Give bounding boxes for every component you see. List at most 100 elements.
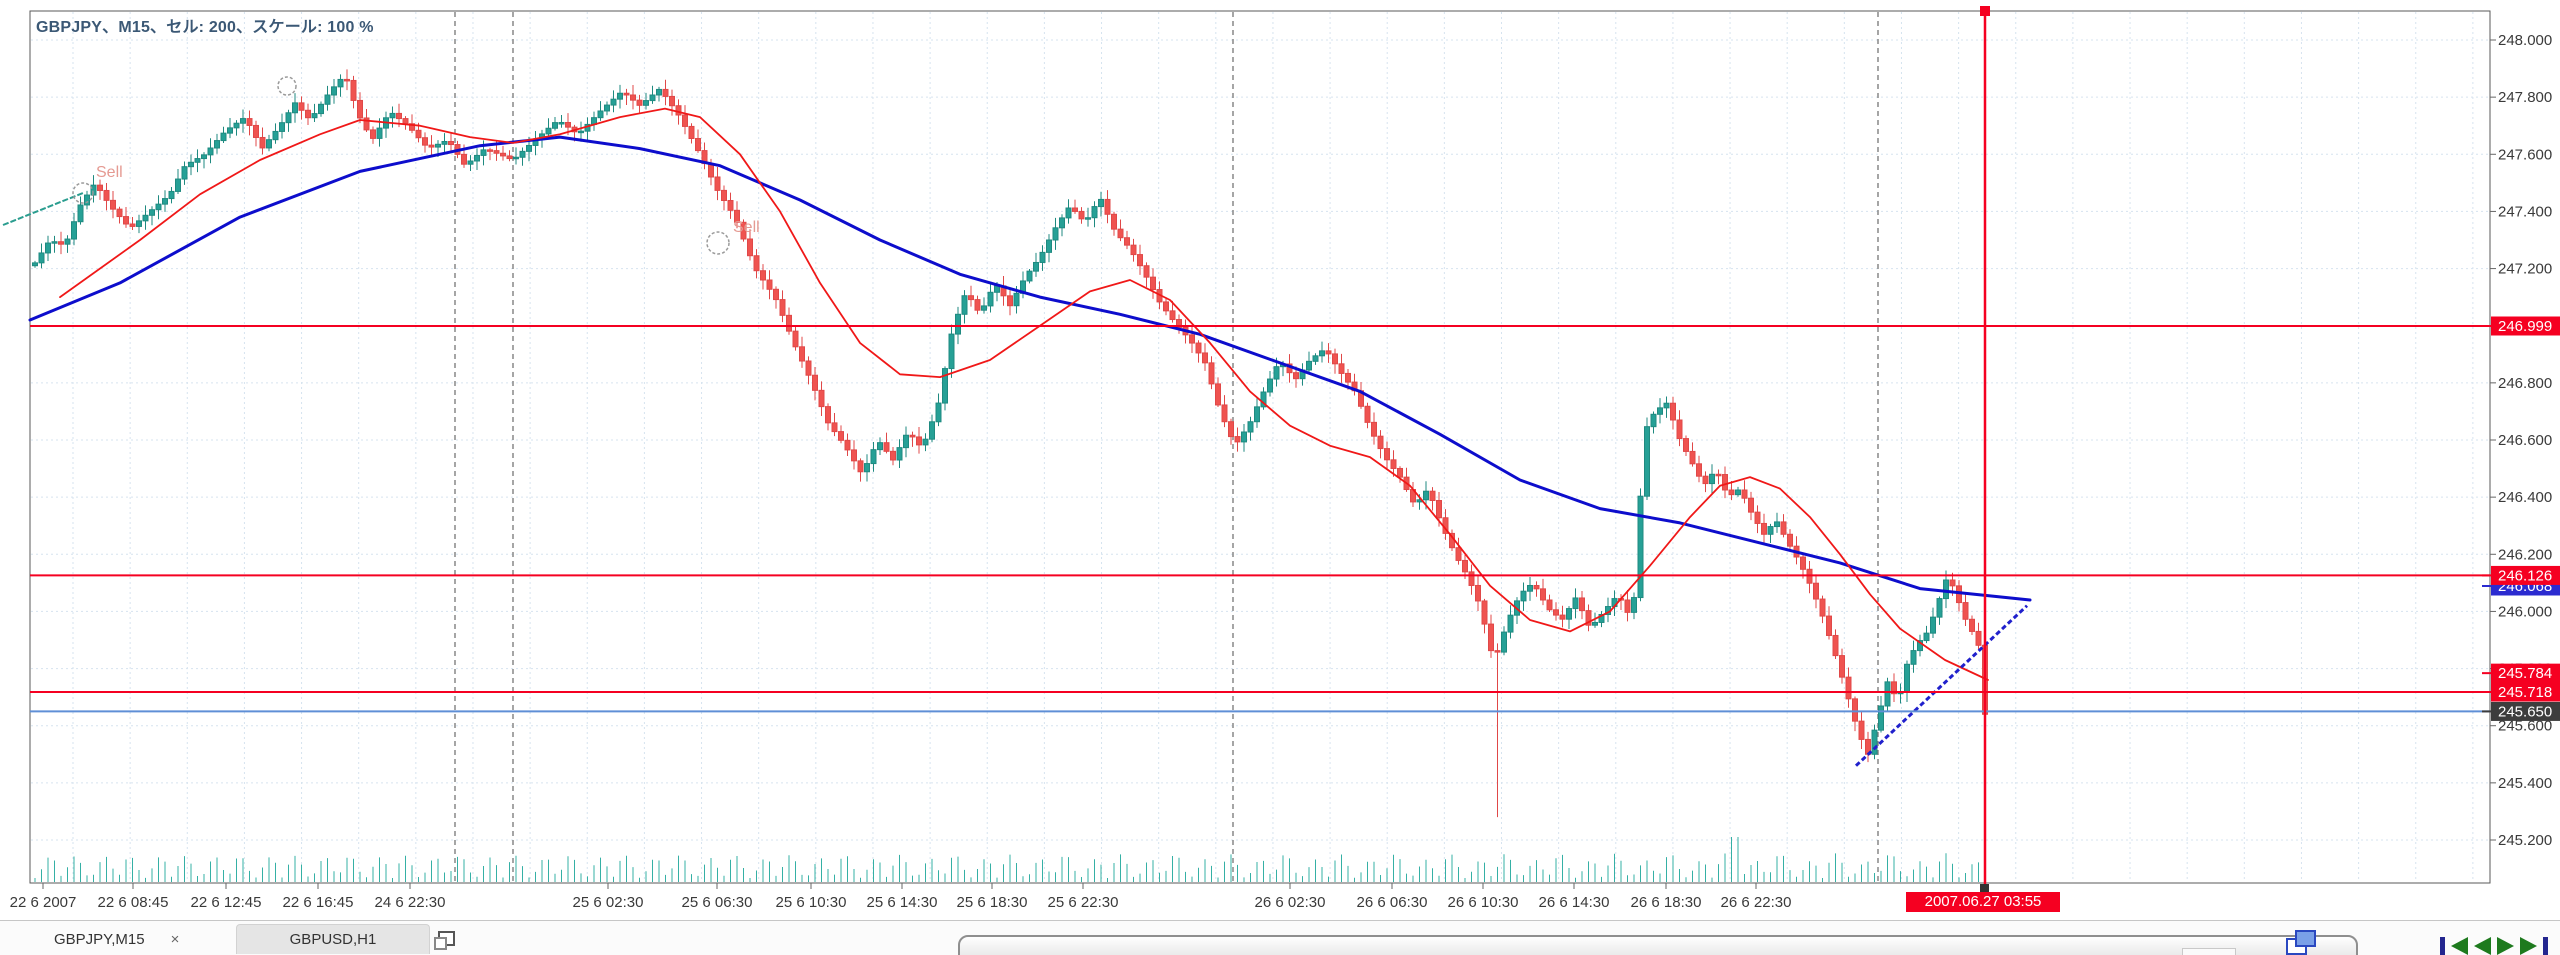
tab-gbpjpy-m15[interactable]: GBPJPY,M15 × (54, 927, 224, 955)
candle-body (1143, 265, 1150, 278)
candle-body (233, 122, 240, 129)
popup-window-top-edge[interactable] (958, 935, 2358, 955)
candle-body (279, 122, 285, 132)
candle-body (857, 460, 864, 473)
x-axis-label: 26 6 02:30 (1255, 894, 1326, 911)
candle-body (896, 447, 903, 461)
candle-body (903, 434, 909, 449)
candle-body (1085, 217, 1091, 220)
tab-gbpusd-h1[interactable]: GBPUSD,H1 (236, 924, 430, 954)
candle-body (935, 402, 942, 423)
close-icon[interactable]: × (170, 931, 180, 948)
candle-body (773, 288, 779, 301)
candle-body (331, 86, 337, 96)
go-first-icon[interactable] (2451, 937, 2468, 955)
candle-body (51, 241, 58, 244)
candle-body (1078, 210, 1085, 220)
new-chart-window-icon[interactable] (434, 931, 455, 950)
x-axis-label: 25 6 18:30 (957, 894, 1028, 911)
candle-body (1689, 450, 1696, 465)
x-axis-label: 22 6 16:45 (283, 894, 354, 911)
candle-body (968, 295, 974, 301)
candle-body (402, 118, 409, 125)
candle-body (389, 112, 396, 119)
candle-body (1273, 366, 1280, 380)
candle-body (1345, 372, 1351, 383)
candle-body (207, 147, 214, 156)
candle-body (1774, 521, 1780, 528)
candle-body (409, 123, 415, 131)
candle-body (922, 438, 929, 446)
candle-body (760, 270, 766, 281)
go-last-bar-icon[interactable] (2543, 937, 2548, 955)
candle-body (799, 346, 805, 362)
go-first-bar-icon[interactable] (2440, 937, 2445, 955)
candle-body (1195, 342, 1202, 354)
candle-body (1936, 598, 1943, 618)
candle-body (318, 103, 324, 115)
candle-body (324, 94, 331, 105)
candle-body (1091, 206, 1098, 219)
cascade-windows-icon[interactable] (2286, 930, 2320, 955)
candle-body (123, 216, 129, 225)
candle-body (129, 223, 136, 227)
candle-body (1631, 597, 1637, 613)
chart-title: GBPJPY、M15、セル: 200、スケール: 100 % (36, 19, 374, 36)
candle-body (448, 140, 454, 146)
candle-body (974, 299, 981, 311)
candle-body (1247, 421, 1254, 433)
candle-body (1923, 632, 1930, 642)
candle-body (357, 99, 363, 119)
candle-body (740, 221, 747, 240)
candle-body (916, 436, 922, 446)
candle-body (110, 199, 116, 210)
prev-tab-icon[interactable] (2474, 937, 2491, 955)
candle-body (1598, 613, 1605, 623)
y-axis-label: 245.200 (2498, 832, 2552, 849)
candle-body (714, 176, 721, 191)
candle-body (1819, 598, 1826, 617)
candle-body (285, 112, 292, 124)
vertical-line-top-handle[interactable] (1980, 6, 1990, 16)
trendline[interactable] (1854, 604, 2029, 767)
go-last-icon[interactable] (2520, 937, 2537, 955)
candle-body (1488, 623, 1494, 652)
next-tab-icon[interactable] (2497, 937, 2514, 955)
teal-line-segment (2, 192, 84, 226)
price-label-text: 245.718 (2498, 684, 2552, 701)
candle-body (675, 105, 682, 116)
candle-body (1377, 435, 1384, 450)
candle-body (1130, 244, 1137, 256)
candle-body (415, 129, 422, 139)
candle-body (1260, 391, 1267, 408)
candle-body (1163, 301, 1169, 312)
y-axis-label: 246.200 (2498, 546, 2552, 563)
candle-body (1221, 404, 1228, 423)
candle-body (1325, 350, 1332, 355)
candle-body (1845, 676, 1852, 700)
candle-body (253, 124, 259, 138)
candle-body (168, 190, 175, 200)
candle-body (526, 144, 532, 152)
candle-body (890, 450, 896, 461)
candle-body (682, 114, 688, 127)
candle-body (1800, 556, 1806, 570)
y-axis-label: 245.400 (2498, 775, 2552, 792)
candle-body (1052, 227, 1059, 241)
candle-body (45, 242, 51, 254)
candle-body (1650, 413, 1657, 428)
vertical-line-bottom-handle[interactable] (1980, 884, 1989, 893)
candle-body (545, 127, 552, 135)
candle-body (1111, 213, 1117, 230)
candle-body (344, 78, 350, 82)
candle-body (1364, 405, 1371, 423)
candle-body (1468, 571, 1475, 586)
trade-marker-circle (277, 76, 297, 96)
candle-body (844, 439, 851, 451)
candle-body (1390, 459, 1397, 469)
candle-body (1572, 597, 1579, 610)
candle-body (1293, 372, 1299, 380)
candle-body (1117, 228, 1124, 239)
candle-body (1039, 251, 1046, 263)
